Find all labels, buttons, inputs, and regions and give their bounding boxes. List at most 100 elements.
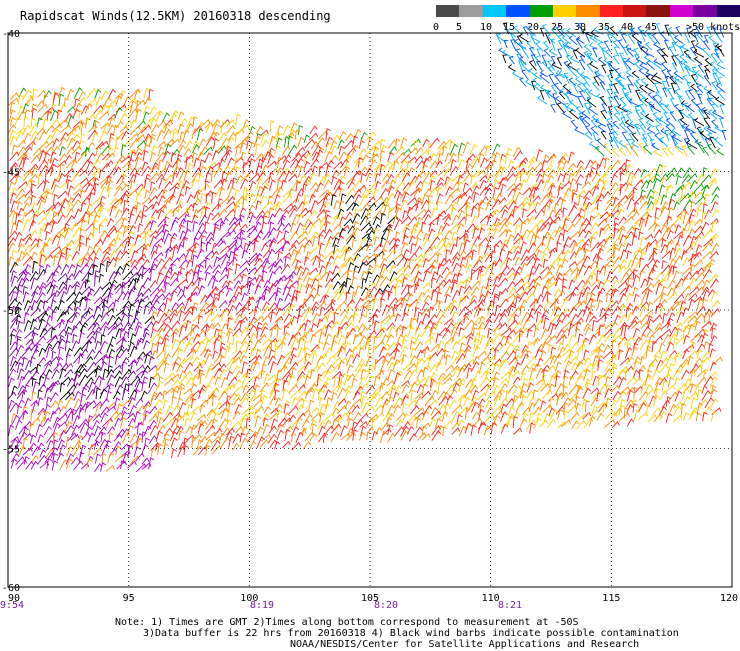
wind-barb [503,55,507,63]
wind-barb [158,196,165,206]
wind-barb [472,216,478,224]
wind-barb [712,357,722,365]
wind-barb [144,178,150,188]
wind-barb [409,259,414,268]
wind-barb [472,412,479,419]
wind-barb [585,231,592,238]
wind-barb [59,138,66,147]
wind-barb [178,254,186,260]
wind-barb [285,294,291,301]
wind-barb [198,175,204,183]
wind-barb [561,299,568,308]
wind-barb [142,198,151,205]
wind-barb [15,259,21,267]
wind-barb [674,217,682,224]
wind-barb [185,299,192,310]
wind-barb [67,90,73,99]
wind-barb [158,444,163,455]
wind-barb [428,356,433,366]
wind-barb [655,208,660,218]
wind-barb [319,243,325,255]
wind-barb [387,323,395,330]
wind-barb [38,435,44,443]
wind-barb [654,59,662,66]
wind-barb [380,151,385,163]
wind-barb [292,434,296,443]
wind-barb [277,231,283,239]
wind-barb [466,214,471,224]
wind-barb [606,293,611,302]
wind-barb [640,104,646,114]
wind-barb [457,415,462,423]
wind-barb [697,175,704,184]
wind-barb [240,224,248,230]
wind-barb [228,318,233,329]
wind-barb [52,202,61,211]
wind-barb [212,151,219,161]
wind-barb [352,203,359,210]
wind-barb [618,281,627,288]
wind-barb [312,378,321,386]
wind-barb [309,268,318,275]
wind-barb [672,128,680,136]
wind-barb [367,365,374,373]
wind-barb [164,363,169,373]
wind-barb [513,206,519,216]
wind-barb [256,127,263,134]
wind-barb [303,442,310,449]
wind-barb [457,237,461,246]
wind-barb [60,183,68,189]
wind-barb [380,165,385,175]
wind-barb [17,339,22,350]
wind-barb [666,386,675,393]
wind-barb [691,84,697,92]
wind-barb [296,181,301,191]
wind-barb [458,143,465,155]
wind-barb [311,370,316,379]
wind-barb [585,327,591,335]
wind-barb [374,377,379,387]
wind-barb [415,342,423,350]
wind-barb [319,167,324,177]
wind-barb [407,207,413,216]
wind-barb [676,27,682,37]
wind-barb [106,309,114,314]
wind-barb [58,191,68,198]
wind-barb [520,306,525,315]
wind-barb [186,330,195,338]
wind-barb [250,159,255,168]
wind-barb [613,149,620,157]
wind-barb [40,313,49,323]
wind-barb [402,355,408,365]
wind-barb [443,146,447,155]
wind-barb [541,91,545,100]
wind-barb [87,370,97,378]
wind-barb [268,228,277,238]
wind-barb [313,293,320,301]
wind-barb [515,257,521,265]
wind-barb [352,239,357,247]
wind-barb [145,191,150,199]
wind-barb [375,174,381,182]
wind-barb [186,321,192,331]
wind-barb [704,229,713,238]
wind-barb [627,172,634,182]
wind-barb [587,98,596,107]
wind-barb [682,370,690,379]
wind-barb [676,168,684,176]
wind-barb [312,408,320,413]
wind-barb [72,141,79,150]
wind-barb [659,185,665,196]
wind-barb [576,191,586,198]
wind-barb [626,45,635,52]
wind-barb [528,160,535,168]
wind-barb [534,418,542,429]
wind-barb [151,182,155,191]
wind-barb [331,322,339,331]
wind-barb [93,215,100,225]
wind-barb [297,245,305,255]
wind-barb [95,276,100,287]
wind-barb [193,334,200,342]
wind-barb [235,264,240,274]
wind-barb [396,267,405,274]
